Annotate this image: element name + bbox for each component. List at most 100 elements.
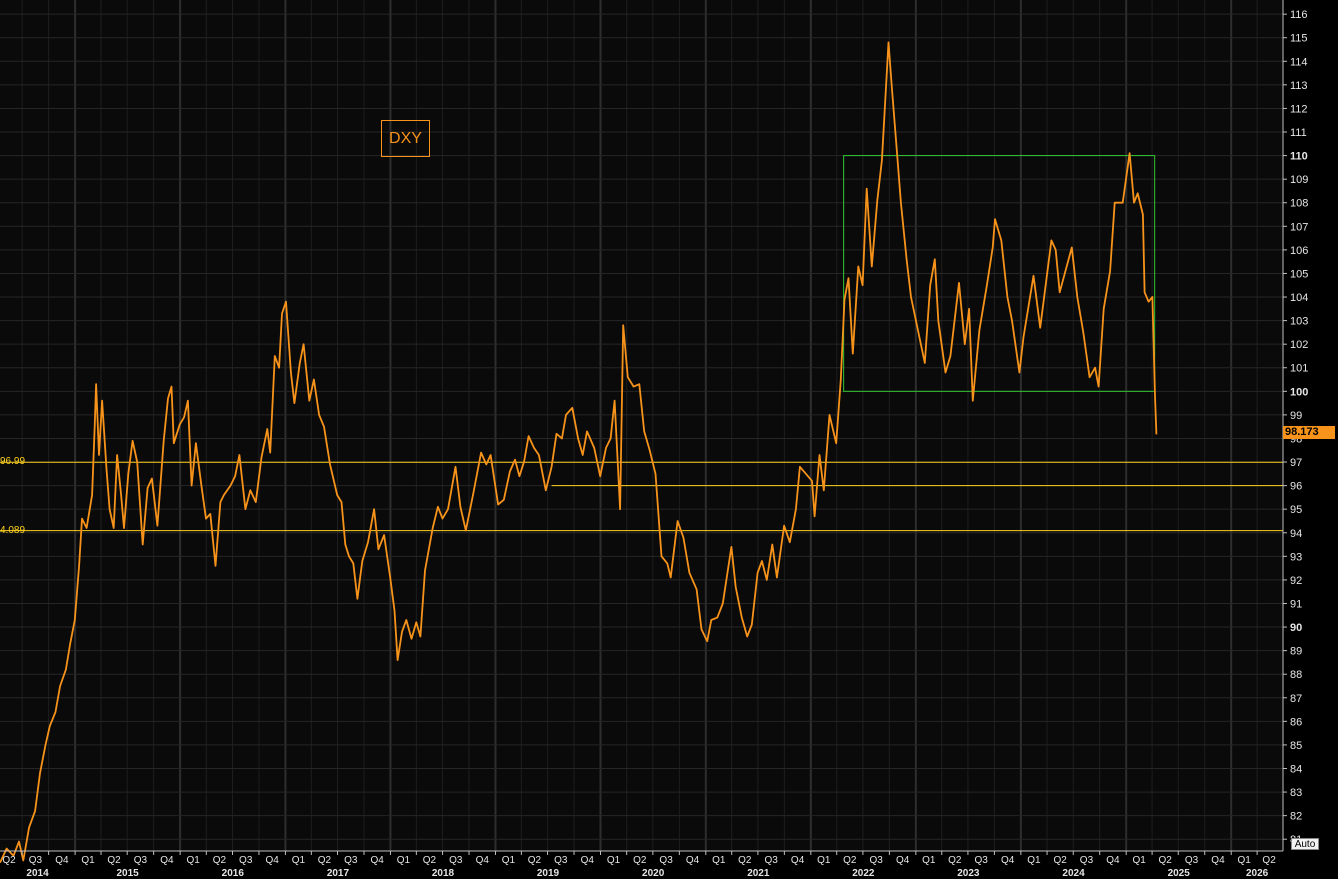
y-tick-label: 108 [1290, 198, 1308, 210]
x-quarter-label: Q4 [581, 855, 595, 866]
y-tick-label: 112 [1290, 103, 1308, 115]
x-quarter-label: Q3 [29, 855, 43, 866]
x-quarter-label: Q2 [948, 855, 962, 866]
x-quarter-label: Q2 [1262, 855, 1276, 866]
x-quarter-label: Q2 [213, 855, 227, 866]
x-quarter-label: Q2 [528, 855, 542, 866]
x-quarter-label: Q3 [554, 855, 568, 866]
range-rectangle [843, 155, 1156, 392]
x-year-label: 2026 [1246, 868, 1269, 879]
y-tick-label: 88 [1290, 669, 1302, 681]
x-quarter-label: Q1 [1027, 855, 1041, 866]
x-year-label: 2015 [116, 868, 139, 879]
level-label: 4.089 [0, 524, 26, 536]
x-quarter-label: Q3 [344, 855, 358, 866]
y-tick-label: 89 [1290, 646, 1302, 658]
x-quarter-label: Q3 [239, 855, 253, 866]
x-quarter-label: Q2 [633, 855, 647, 866]
y-tick-label: 103 [1290, 316, 1308, 328]
x-year-label: 2014 [26, 868, 49, 879]
ticker-legend: DXY [381, 120, 430, 157]
x-axis: Q2 Q3 Q4 Q1 Q2 Q3 Q4 Q1 Q2 Q3 Q4 Q1 Q2 Q3 Q4 Q1 Q2 Q3 Q4 Q1… [0, 850, 1283, 879]
x-quarter-label: Q2 [423, 855, 437, 866]
y-tick-label: 110 [1290, 151, 1308, 163]
auto-scale-button[interactable]: Auto [1291, 838, 1319, 850]
y-tick-label: 96 [1290, 481, 1302, 493]
x-quarter-label: Q2 [1159, 855, 1173, 866]
y-tick-label: 85 [1290, 740, 1302, 752]
x-quarter-label: Q3 [449, 855, 463, 866]
plot-background [0, 0, 1283, 851]
x-quarter-label: Q3 [1080, 855, 1094, 866]
x-year-label: 2019 [537, 868, 560, 879]
y-tick-label: 95 [1290, 504, 1302, 516]
x-quarter-label: Q4 [686, 855, 700, 866]
x-year-label: 2024 [1062, 868, 1085, 879]
x-quarter-label: Q4 [55, 855, 69, 866]
y-tick-label: 109 [1290, 174, 1308, 186]
x-quarter-label: Q1 [81, 855, 95, 866]
price-series [0, 41, 1158, 864]
x-quarter-label: Q3 [974, 855, 988, 866]
x-year-label: 2022 [852, 868, 875, 879]
x-quarter-label: Q1 [397, 855, 411, 866]
x-quarter-label: Q3 [134, 855, 148, 866]
x-quarter-label: Q1 [187, 855, 201, 866]
x-quarter-label: Q1 [1237, 855, 1251, 866]
y-tick-label: 90 [1290, 622, 1302, 634]
x-quarter-label: Q1 [1132, 855, 1146, 866]
x-quarter-label: Q2 [738, 855, 752, 866]
x-quarter-label: Q2 [107, 855, 121, 866]
y-tick-label: 101 [1290, 363, 1308, 375]
x-quarter-label: Q2 [2, 855, 16, 866]
x-quarter-label: Q3 [1185, 855, 1199, 866]
x-quarter-label: Q4 [266, 855, 280, 866]
right-axis-background [1283, 0, 1338, 879]
y-tick-label: 115 [1290, 33, 1308, 45]
x-year-label: 2020 [642, 868, 665, 879]
x-quarter-label: Q2 [843, 855, 857, 866]
y-tick-label: 86 [1290, 716, 1302, 728]
x-quarter-label: Q1 [502, 855, 516, 866]
y-tick-label: 113 [1290, 80, 1308, 92]
x-quarter-label: Q2 [318, 855, 332, 866]
y-tick-label: 91 [1290, 598, 1302, 610]
x-year-label: 2018 [432, 868, 455, 879]
y-tick-label: 107 [1290, 221, 1308, 233]
y-tick-label: 94 [1290, 528, 1302, 540]
horizontal-gridlines [0, 13, 1283, 840]
x-quarter-label: Q4 [1001, 855, 1015, 866]
vertical-gridlines [21, 0, 1258, 851]
x-quarter-label: Q4 [1211, 855, 1225, 866]
x-quarter-label: Q1 [922, 855, 936, 866]
y-tick-label: 104 [1290, 292, 1308, 304]
x-year-label: 2023 [957, 868, 980, 879]
x-quarter-label: Q4 [476, 855, 490, 866]
x-quarter-label: Q4 [896, 855, 910, 866]
level-label: 96.99 [0, 456, 26, 468]
x-year-label: 2021 [747, 868, 770, 879]
x-quarter-label: Q1 [817, 855, 831, 866]
y-tick-label: 87 [1290, 693, 1302, 705]
x-quarter-label: Q4 [160, 855, 174, 866]
range-box [843, 155, 1156, 392]
y-tick-label: 93 [1290, 551, 1302, 563]
x-year-label: 2017 [327, 868, 350, 879]
x-quarter-label: Q2 [1053, 855, 1067, 866]
y-tick-label: 92 [1290, 575, 1302, 587]
x-quarter-label: Q1 [712, 855, 726, 866]
x-quarter-label: Q3 [869, 855, 883, 866]
y-tick-label: 114 [1290, 56, 1308, 68]
y-tick-label: 116 [1290, 9, 1308, 21]
x-quarter-label: Q1 [607, 855, 621, 866]
x-quarter-label: Q1 [292, 855, 306, 866]
horizontal-levels [0, 461, 1283, 532]
y-tick-label: 83 [1290, 787, 1302, 799]
y-tick-label: 105 [1290, 268, 1308, 280]
x-quarter-label: Q3 [659, 855, 673, 866]
y-tick-label: 106 [1290, 245, 1308, 257]
y-tick-label: 84 [1290, 763, 1302, 775]
x-quarter-label: Q4 [371, 855, 385, 866]
y-tick-label: 111 [1290, 127, 1307, 139]
